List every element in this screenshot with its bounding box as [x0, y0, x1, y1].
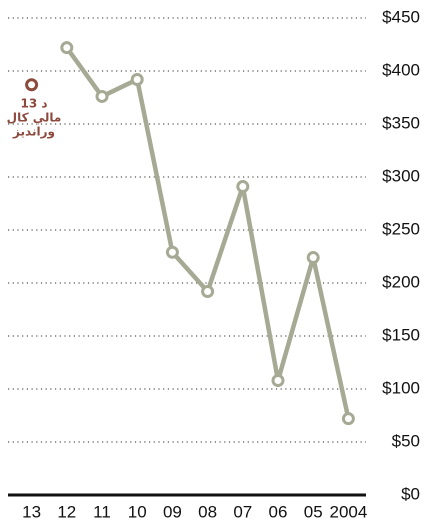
- x-tick-label: 09: [163, 502, 182, 521]
- y-tick-label: $250: [382, 219, 420, 238]
- x-tick-label: 05: [304, 502, 323, 521]
- y-tick-label: $200: [382, 272, 420, 291]
- point: [60, 41, 74, 55]
- point: [95, 89, 109, 103]
- x-tick-label: 11: [93, 502, 111, 521]
- x-tick-label: 07: [233, 502, 252, 521]
- y-tick-label: $100: [382, 378, 420, 397]
- line: [64, 46, 351, 420]
- y-tick-label: $150: [382, 325, 420, 344]
- annotation: د 13: [20, 97, 47, 111]
- point: [271, 374, 285, 388]
- y-tick-label: $400: [382, 60, 420, 79]
- y-tick-label: $300: [382, 166, 420, 185]
- point: [306, 251, 320, 265]
- x-tick-label: 06: [269, 502, 288, 521]
- point: [341, 412, 355, 426]
- point: [236, 180, 250, 194]
- annotation: مالي کال: [7, 111, 62, 125]
- point: [165, 245, 179, 259]
- x-tick-label: 12: [57, 502, 76, 521]
- x-tick-label: 13: [22, 502, 41, 521]
- point: [25, 78, 39, 92]
- annotation: وراندیز: [12, 125, 55, 140]
- point: [201, 284, 215, 298]
- y-tick-label: $0: [401, 484, 420, 503]
- y-tick-label: $350: [382, 113, 420, 132]
- y-tick-label: $450: [382, 7, 420, 26]
- x-tick-label: 2004: [329, 502, 367, 521]
- x-tick-label: 10: [128, 502, 147, 521]
- y-tick-label: $50: [392, 431, 420, 450]
- point: [130, 72, 144, 86]
- x-tick-label: 08: [198, 502, 217, 521]
